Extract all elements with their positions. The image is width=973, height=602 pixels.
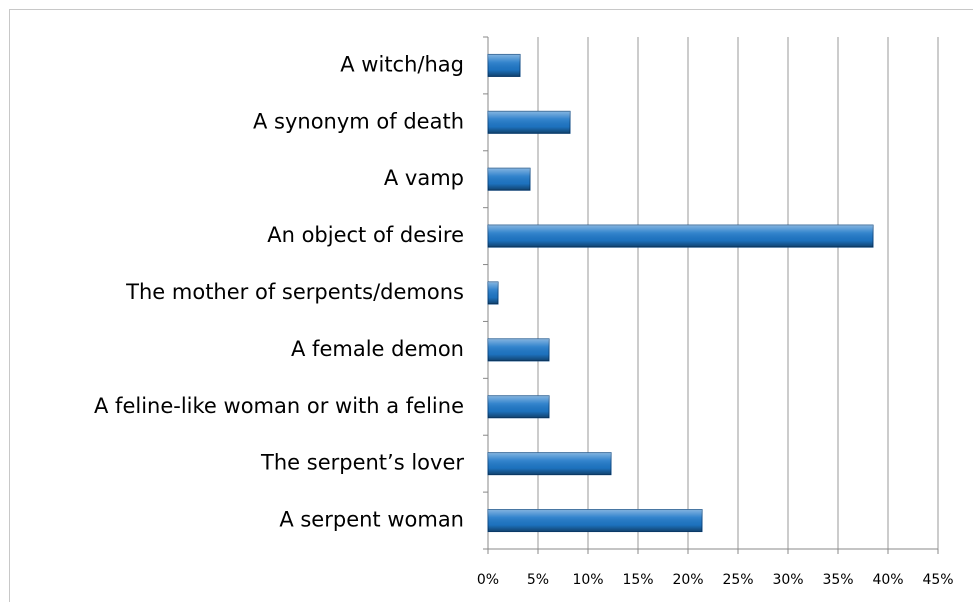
bar-shading — [488, 111, 570, 134]
y-tick-label: A vamp — [384, 166, 464, 190]
bar-shading — [488, 395, 549, 418]
chart-frame — [9, 9, 973, 602]
x-tick-label: 30% — [772, 572, 803, 588]
x-tick-label: 20% — [672, 572, 703, 588]
y-tick-label: An object of desire — [267, 223, 464, 247]
y-tick-label: A witch/hag — [340, 52, 464, 76]
x-tick-label: 25% — [722, 572, 753, 588]
bar-shading — [488, 282, 498, 304]
bar-shading — [488, 338, 549, 361]
bar-shading — [488, 452, 611, 475]
x-tick-label: 10% — [572, 572, 603, 588]
y-tick-label: The mother of serpents/demons — [125, 280, 464, 304]
x-tick-label: 40% — [872, 572, 903, 588]
y-tick-label: The serpent’s lover — [260, 451, 464, 475]
x-tick-label: 45% — [922, 572, 953, 588]
y-tick-label: A synonym of death — [253, 109, 464, 133]
bar-shading — [488, 168, 530, 191]
x-tick-label: 35% — [822, 572, 853, 588]
y-tick-label: A serpent woman — [279, 508, 464, 532]
x-tick-label: 5% — [527, 572, 549, 588]
bar-shading — [488, 54, 520, 77]
y-tick-label: A female demon — [291, 337, 464, 361]
x-tick-label: 0% — [477, 572, 499, 588]
bar-shading — [488, 509, 702, 532]
x-tick-label: 15% — [622, 572, 653, 588]
y-tick-label: A feline-like woman or with a feline — [94, 394, 464, 418]
bar-shading — [488, 225, 873, 248]
